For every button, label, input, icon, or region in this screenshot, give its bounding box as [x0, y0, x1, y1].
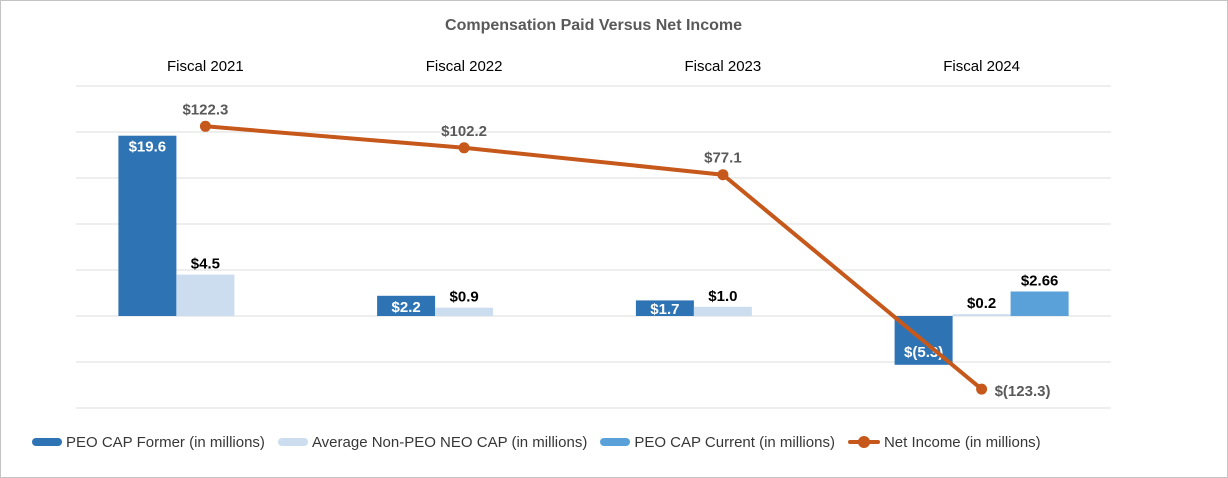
bar-label: $1.0 [708, 288, 737, 305]
bar [176, 274, 235, 316]
chart-title: Compensation Paid Versus Net Income [445, 17, 742, 34]
category-label: Fiscal 2021 [167, 58, 244, 75]
net-income-label: $122.3 [182, 101, 228, 118]
net-income-marker [717, 169, 729, 181]
category-label: Fiscal 2024 [943, 58, 1020, 75]
legend-label-avg-non-peo-neo-cap: Average Non-PEO NEO CAP (in millions) [311, 433, 588, 451]
legend-item-net-income[interactable]: Net Income (in millions) [847, 433, 1041, 451]
bar-label: $1.7 [650, 301, 679, 318]
legend-label-net-income: Net Income (in millions) [883, 433, 1041, 451]
net-income-marker [976, 383, 988, 395]
net-income-label: $77.1 [704, 150, 742, 167]
avg-non-peo-neo-cap-swatch-icon [277, 438, 308, 446]
peo-cap-former-swatch-icon [32, 438, 62, 446]
category-label: Fiscal 2023 [685, 58, 762, 75]
legend: PEO CAP Former (in millions) Average Non… [32, 432, 1041, 452]
net-income-label: $102.2 [441, 123, 487, 140]
bar [693, 306, 752, 316]
bar [377, 295, 436, 316]
bar-label: $4.5 [191, 256, 220, 273]
net-income-line [203, 124, 984, 392]
peo-cap-current-swatch-icon [600, 438, 631, 446]
legend-item-peo-cap-current[interactable]: PEO CAP Current (in millions) [600, 434, 835, 451]
bar [635, 300, 694, 316]
net-income-label: $(123.3) [995, 383, 1051, 400]
bar-label: $0.9 [450, 289, 479, 306]
net-income-marker [199, 120, 211, 132]
bar-label: $2.66 [1021, 273, 1059, 290]
bar [1010, 291, 1069, 316]
legend-label-peo-cap-former: PEO CAP Former (in millions) [66, 433, 265, 451]
bar [118, 135, 177, 316]
category-label: Fiscal 2022 [426, 58, 503, 75]
bar-label: $2.2 [392, 299, 421, 316]
bar-label: $19.6 [129, 139, 167, 156]
bar [435, 307, 494, 316]
bar [952, 314, 1011, 316]
net-income-line-swatch-icon [847, 436, 880, 448]
net-income-marker [458, 142, 470, 154]
legend-label-peo-cap-current: PEO CAP Current (in millions) [634, 433, 835, 451]
legend-item-peo-cap-former[interactable]: PEO CAP Former (in millions) [32, 434, 265, 451]
legend-item-avg-non-peo-neo-cap[interactable]: Average Non-PEO NEO CAP (in millions) [277, 433, 588, 451]
bar-label: $0.2 [967, 295, 996, 312]
